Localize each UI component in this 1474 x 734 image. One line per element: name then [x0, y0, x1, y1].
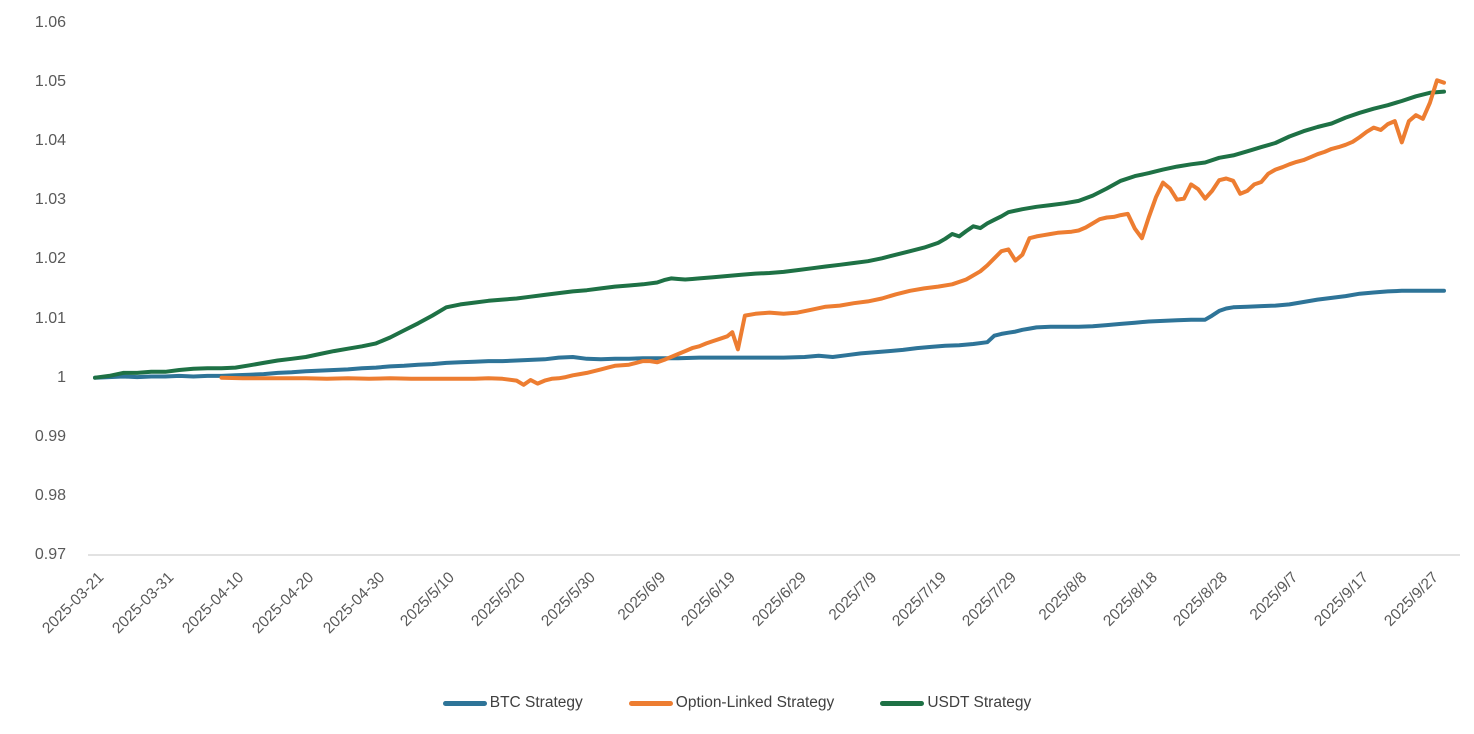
series-line-btc-strategy — [93, 288, 1446, 380]
y-tick-label: 1.04 — [34, 132, 66, 150]
y-tick-label: 1.03 — [34, 191, 66, 209]
y-tick-label: 1 — [57, 368, 66, 386]
legend-item-option-linked-strategy: Option-Linked Strategy — [628, 694, 835, 712]
y-tick-label: 0.99 — [34, 427, 66, 445]
legend-label: Option-Linked Strategy — [675, 694, 835, 711]
y-tick-label: 0.97 — [34, 546, 66, 563]
series-line-usdt-strategy — [93, 89, 1446, 380]
legend-line-marker — [442, 700, 487, 706]
legend-line-marker — [880, 700, 925, 706]
legend-label: BTC Strategy — [489, 694, 583, 711]
chart-legend: BTC Strategy Option-Linked Strategy USDT S… — [0, 694, 1474, 712]
legend-line-marker — [628, 700, 673, 706]
y-tick-label: 1.05 — [34, 73, 66, 91]
y-tick-label: 1.01 — [34, 309, 66, 327]
series-line-option-linked-strategy — [219, 78, 1446, 387]
legend-item-usdt-strategy: USDT Strategy — [880, 694, 1031, 712]
y-tick-label: 1.06 — [34, 14, 66, 31]
legend-item-btc-strategy: BTC Strategy — [442, 694, 583, 712]
y-tick-label: 1.02 — [34, 250, 66, 268]
y-tick-label: 0.98 — [34, 486, 66, 504]
legend-label: USDT Strategy — [927, 694, 1032, 711]
